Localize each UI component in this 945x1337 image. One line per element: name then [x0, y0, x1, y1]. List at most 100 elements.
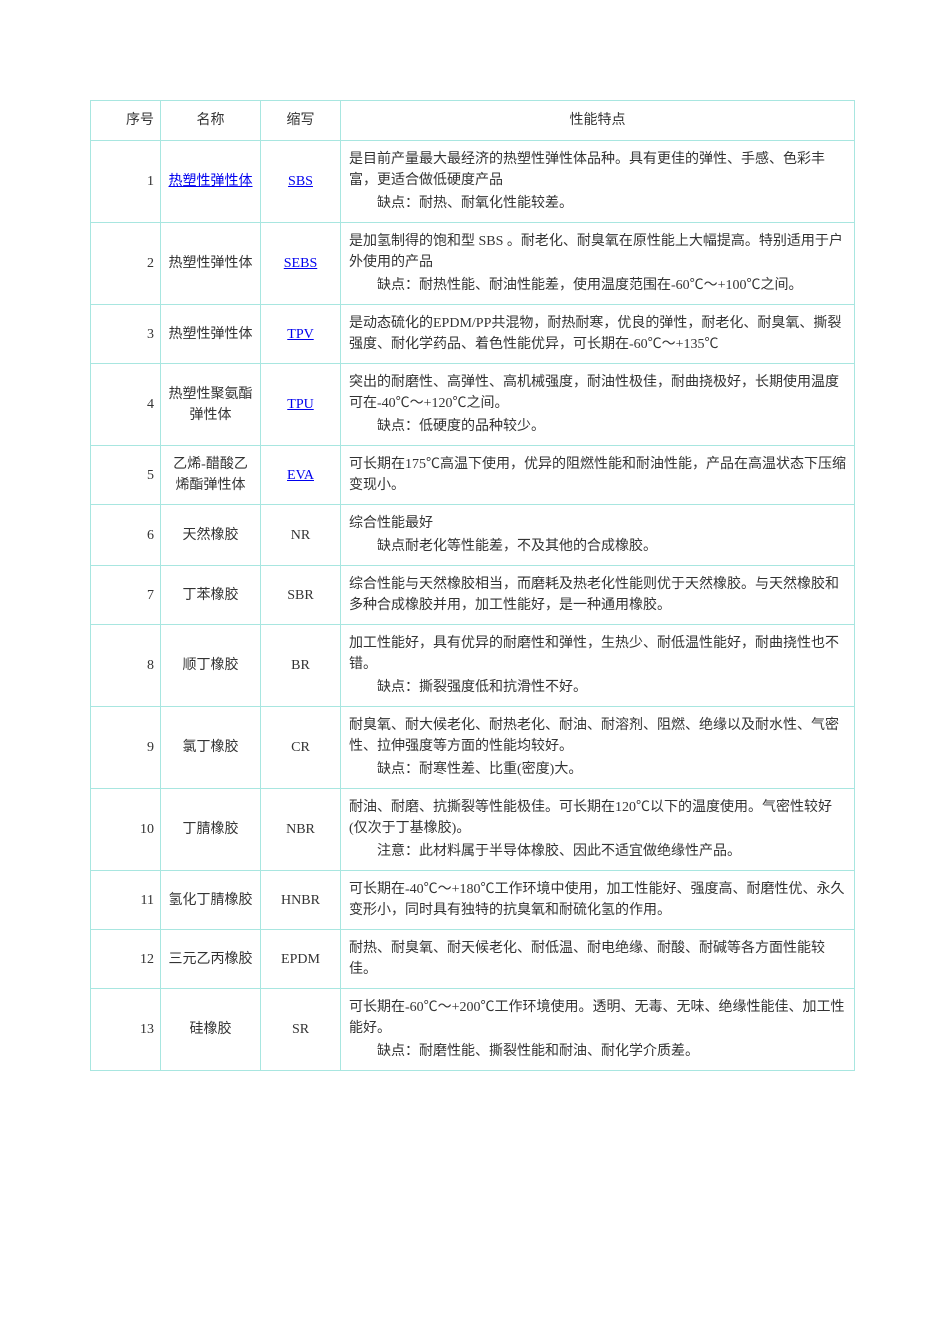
feat-paragraph-secondary: 缺点：耐热、耐氧化性能较差。: [349, 193, 846, 214]
table-row: 8顺丁橡胶BR加工性能好，具有优异的耐磨性和弹性，生热少、耐低温性能好，耐曲挠性…: [91, 625, 855, 707]
feat-paragraph-secondary: 缺点：撕裂强度低和抗滑性不好。: [349, 677, 846, 698]
feat-cell: 综合性能与天然橡胶相当，而磨耗及热老化性能则优于天然橡胶。与天然橡胶和多种合成橡…: [341, 566, 855, 625]
abbr-link[interactable]: TPV: [287, 327, 313, 342]
name-text: 热塑性弹性体: [169, 327, 253, 342]
name-cell: 氯丁橡胶: [161, 707, 261, 789]
feat-paragraph: 突出的耐磨性、高弹性、高机械强度，耐油性极佳，耐曲挠极好，长期使用温度可在-40…: [349, 372, 846, 414]
header-seq: 序号: [91, 101, 161, 141]
header-feat: 性能特点: [341, 101, 855, 141]
table-row: 5乙烯-醋酸乙烯酯弹性体EVA可长期在175℃高温下使用，优异的阻燃性能和耐油性…: [91, 446, 855, 505]
name-cell: 氢化丁腈橡胶: [161, 871, 261, 930]
seq-cell: 6: [91, 505, 161, 566]
table-row: 10 丁腈橡胶 NBR 耐油、耐磨、抗撕裂等性能极佳。可长期在120℃以下的温度使用。…: [91, 789, 855, 871]
name-cell: 热塑性弹性体: [161, 141, 261, 223]
abbr-link[interactable]: EVA: [287, 468, 314, 483]
feat-cell: 可长期在-60℃～+200℃工作环境使用。透明、无毒、无味、绝缘性能佳、加工性能…: [341, 989, 855, 1071]
abbr-link[interactable]: SBS: [288, 174, 313, 189]
table-row: 4热塑性聚氨酯弹性体 TPU 突出的耐磨性、高弹性、高机械强度，耐油性极佳，耐曲挠极…: [91, 364, 855, 446]
name-text: 氢化丁腈橡胶: [169, 893, 253, 908]
table-row: 9 氯丁橡胶 CR耐臭氧、耐大候老化、耐热老化、耐油、耐溶剂、阻燃、绝缘以及耐水性、…: [91, 707, 855, 789]
name-cell: 三元乙丙橡胶: [161, 930, 261, 989]
name-cell: 丁苯橡胶: [161, 566, 261, 625]
table-row: 6天然橡胶NR综合性能最好缺点耐老化等性能差，不及其他的合成橡胶。: [91, 505, 855, 566]
abbr-link[interactable]: TPU: [287, 397, 313, 412]
seq-cell: 2: [91, 223, 161, 305]
abbr-cell: SBS: [261, 141, 341, 223]
seq-cell: 12: [91, 930, 161, 989]
feat-paragraph: 综合性能与天然橡胶相当，而磨耗及热老化性能则优于天然橡胶。与天然橡胶和多种合成橡…: [349, 574, 846, 616]
name-cell: 丁腈橡胶: [161, 789, 261, 871]
feat-cell: 耐臭氧、耐大候老化、耐热老化、耐油、耐溶剂、阻燃、绝缘以及耐水性、气密性、拉伸强…: [341, 707, 855, 789]
name-text: 热塑性弹性体: [169, 256, 253, 271]
feat-paragraph-secondary: 缺点：耐寒性差、比重(密度)大。: [349, 759, 846, 780]
feat-cell: 耐油、耐磨、抗撕裂等性能极佳。可长期在120℃以下的温度使用。气密性较好(仅次于…: [341, 789, 855, 871]
feat-paragraph: 可长期在-60℃～+200℃工作环境使用。透明、无毒、无味、绝缘性能佳、加工性能…: [349, 997, 846, 1039]
feat-paragraph: 加工性能好，具有优异的耐磨性和弹性，生热少、耐低温性能好，耐曲挠性也不错。: [349, 633, 846, 675]
abbr-cell: HNBR: [261, 871, 341, 930]
abbr-cell: SEBS: [261, 223, 341, 305]
feat-paragraph-secondary: 缺点：低硬度的品种较少。: [349, 416, 846, 437]
name-text: 顺丁橡胶: [183, 658, 239, 673]
feat-paragraph-secondary: 注意：此材料属于半导体橡胶、因此不适宜做绝缘性产品。: [349, 841, 846, 862]
name-cell: 热塑性弹性体: [161, 305, 261, 364]
abbr-cell: TPV: [261, 305, 341, 364]
materials-table: 序号 名称 缩写 性能特点 1 热塑性弹性体 SBS 是目前产量最大最经济的热塑性弹性…: [90, 100, 855, 1071]
feat-paragraph-secondary: 缺点：耐热性能、耐油性能差，使用温度范围在-60℃～+100℃之间。: [349, 275, 846, 296]
feat-paragraph: 耐热、耐臭氧、耐天候老化、耐低温、耐电绝缘、耐酸、耐碱等各方面性能较佳。: [349, 938, 846, 980]
name-cell: 硅橡胶: [161, 989, 261, 1071]
abbr-cell: TPU: [261, 364, 341, 446]
seq-cell: 4: [91, 364, 161, 446]
abbr-text: NBR: [286, 822, 315, 837]
table-row: 7 丁苯橡胶 SBR综合性能与天然橡胶相当，而磨耗及热老化性能则优于天然橡胶。与天然…: [91, 566, 855, 625]
seq-cell: 9: [91, 707, 161, 789]
feat-cell: 可长期在-40℃～+180℃工作环境中使用，加工性能好、强度高、耐磨性优、永久变…: [341, 871, 855, 930]
feat-cell: 加工性能好，具有优异的耐磨性和弹性，生热少、耐低温性能好，耐曲挠性也不错。缺点：…: [341, 625, 855, 707]
name-text: 热塑性聚氨酯弹性体: [169, 387, 253, 423]
seq-cell: 10: [91, 789, 161, 871]
abbr-cell: CR: [261, 707, 341, 789]
header-abbr: 缩写: [261, 101, 341, 141]
table-row: 13硅橡胶SR可长期在-60℃～+200℃工作环境使用。透明、无毒、无味、绝缘性…: [91, 989, 855, 1071]
abbr-cell: NBR: [261, 789, 341, 871]
feat-paragraph-secondary: 缺点耐老化等性能差，不及其他的合成橡胶。: [349, 536, 846, 557]
name-text: 氯丁橡胶: [183, 740, 239, 755]
feat-paragraph: 是目前产量最大最经济的热塑性弹性体品种。具有更佳的弹性、手感、色彩丰富，更适合做…: [349, 149, 846, 191]
seq-cell: 7: [91, 566, 161, 625]
name-cell: 乙烯-醋酸乙烯酯弹性体: [161, 446, 261, 505]
abbr-link[interactable]: SEBS: [284, 256, 317, 271]
name-text: 硅橡胶: [190, 1022, 232, 1037]
name-text: 丁腈橡胶: [183, 822, 239, 837]
abbr-cell: EPDM: [261, 930, 341, 989]
name-text: 三元乙丙橡胶: [169, 952, 253, 967]
seq-cell: 1: [91, 141, 161, 223]
abbr-text: NR: [291, 528, 310, 543]
table-row: 12 三元乙丙橡胶 EPDM耐热、耐臭氧、耐天候老化、耐低温、耐电绝缘、耐酸、耐碱等…: [91, 930, 855, 989]
table-row: 2 热塑性弹性体 SEBS 是加氢制得的饱和型 SBS 。耐老化、耐臭氧在原性能上大幅…: [91, 223, 855, 305]
feat-paragraph-secondary: 缺点：耐磨性能、撕裂性能和耐油、耐化学介质差。: [349, 1041, 846, 1062]
feat-cell: 是目前产量最大最经济的热塑性弹性体品种。具有更佳的弹性、手感、色彩丰富，更适合做…: [341, 141, 855, 223]
feat-paragraph: 可长期在175℃高温下使用，优异的阻燃性能和耐油性能，产品在高温状态下压缩变现小…: [349, 454, 846, 496]
abbr-cell: NR: [261, 505, 341, 566]
feat-paragraph: 是加氢制得的饱和型 SBS 。耐老化、耐臭氧在原性能上大幅提高。特别适用于户外使…: [349, 231, 846, 273]
table-row: 3热塑性弹性体TPV是动态硫化的EPDM/PP共混物，耐热耐寒，优良的弹性，耐老…: [91, 305, 855, 364]
feat-cell: 是加氢制得的饱和型 SBS 。耐老化、耐臭氧在原性能上大幅提高。特别适用于户外使…: [341, 223, 855, 305]
name-text: 丁苯橡胶: [183, 588, 239, 603]
feat-cell: 是动态硫化的EPDM/PP共混物，耐热耐寒，优良的弹性，耐老化、耐臭氧、撕裂强度…: [341, 305, 855, 364]
name-cell: 顺丁橡胶: [161, 625, 261, 707]
header-name: 名称: [161, 101, 261, 141]
name-cell: 热塑性聚氨酯弹性体: [161, 364, 261, 446]
abbr-text: BR: [291, 658, 310, 673]
feat-paragraph: 耐臭氧、耐大候老化、耐热老化、耐油、耐溶剂、阻燃、绝缘以及耐水性、气密性、拉伸强…: [349, 715, 846, 757]
abbr-cell: SR: [261, 989, 341, 1071]
feat-cell: 可长期在175℃高温下使用，优异的阻燃性能和耐油性能，产品在高温状态下压缩变现小…: [341, 446, 855, 505]
name-text: 天然橡胶: [183, 528, 239, 543]
seq-cell: 11: [91, 871, 161, 930]
abbr-text: SR: [292, 1022, 309, 1037]
header-row: 序号 名称 缩写 性能特点: [91, 101, 855, 141]
abbr-cell: EVA: [261, 446, 341, 505]
name-link[interactable]: 热塑性弹性体: [169, 174, 253, 189]
table-row: 1 热塑性弹性体 SBS 是目前产量最大最经济的热塑性弹性体品种。具有更佳的弹性、手感…: [91, 141, 855, 223]
abbr-cell: SBR: [261, 566, 341, 625]
name-text: 乙烯-醋酸乙烯酯弹性体: [173, 457, 248, 493]
feat-paragraph: 可长期在-40℃～+180℃工作环境中使用，加工性能好、强度高、耐磨性优、永久变…: [349, 879, 846, 921]
